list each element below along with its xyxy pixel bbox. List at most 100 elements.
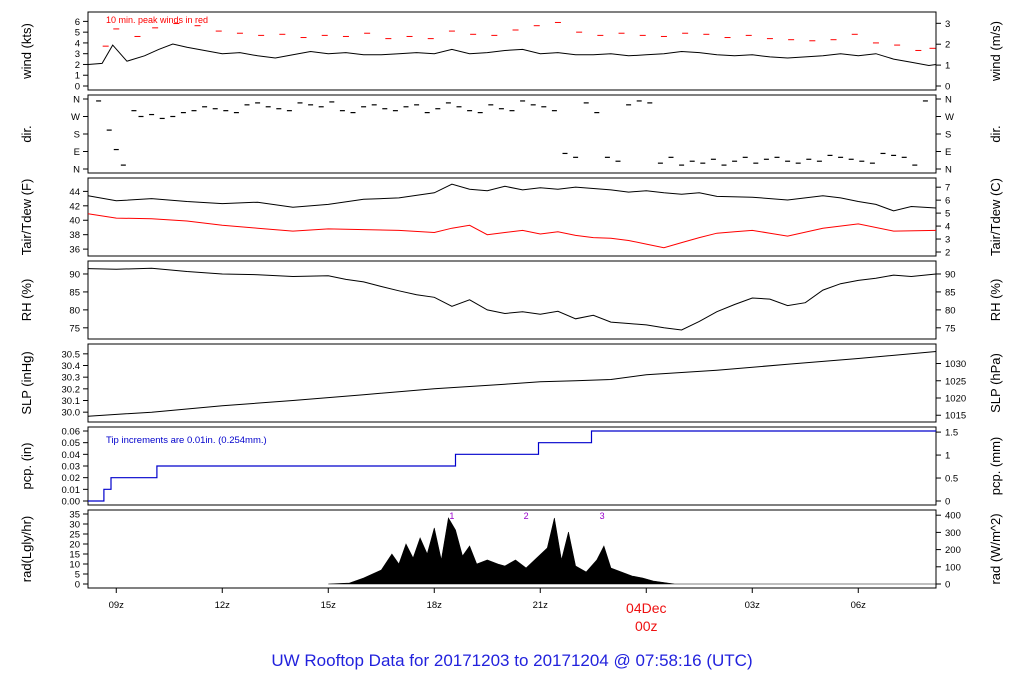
y-axis-label-right: pcp. (mm) xyxy=(988,437,1003,496)
y-tick-label: 75 xyxy=(69,323,80,334)
y-axis-label: rad(Lgly/hr) xyxy=(19,516,34,582)
y-tick-label: 1 xyxy=(75,71,80,82)
series-line-2 xyxy=(87,213,937,249)
y-tick-label-right: 5 xyxy=(945,209,950,220)
y-tick-label: 90 xyxy=(69,269,80,280)
y-tick-label: 10 xyxy=(69,560,80,571)
panel-frame xyxy=(87,260,937,340)
y-tick-label-right: 3 xyxy=(945,19,950,30)
y-tick-label-right: E xyxy=(945,147,951,158)
y-tick-label: 38 xyxy=(69,230,80,241)
panel-frame xyxy=(87,343,937,423)
y-tick-label: 44 xyxy=(69,187,80,198)
y-tick-label: 5 xyxy=(75,28,80,39)
y-axis-label: RH (%) xyxy=(19,279,34,322)
y-tick-label-right: 0 xyxy=(945,82,950,93)
y-tick-label: 25 xyxy=(69,530,80,541)
y-axis-label-right: RH (%) xyxy=(988,279,1003,322)
y-tick-label-right: 0 xyxy=(945,497,950,508)
y-tick-label-right: 2 xyxy=(945,40,950,51)
tip-marker: 3 xyxy=(600,511,605,521)
y-tick-label: N xyxy=(73,165,80,176)
y-tick-label: 20 xyxy=(69,540,80,551)
x-tick-label: 15z xyxy=(321,600,337,611)
y-axis-label: wind (kts) xyxy=(19,23,34,80)
y-tick-label-right: N xyxy=(945,165,952,176)
y-tick-label-right: 2 xyxy=(945,248,950,259)
series-line-1 xyxy=(87,43,937,67)
y-tick-label: 30.3 xyxy=(62,373,81,384)
panel-frame xyxy=(87,11,937,91)
y-tick-label-right: 80 xyxy=(945,305,956,316)
y-axis-label-right: dir. xyxy=(988,125,1003,142)
y-tick-label-right: 400 xyxy=(945,511,961,522)
page-title: UW Rooftop Data for 20171203 to 20171204… xyxy=(271,651,752,670)
y-tick-label-right: 75 xyxy=(945,323,956,334)
y-tick-label-right: 1030 xyxy=(945,359,966,370)
y-tick-label-right: 200 xyxy=(945,545,961,556)
y-tick-label-right: 1020 xyxy=(945,394,966,405)
y-tick-label-right: 85 xyxy=(945,287,956,298)
series-line-1 xyxy=(87,183,937,212)
panel-3: 36 38 40 42 44 2 3 4 5 6 7 Tair/Tdew (F) Tair/Tdew (… xyxy=(19,177,1003,259)
x-axis-date-label: 04Dec xyxy=(626,600,666,616)
y-tick-label: 35 xyxy=(69,510,80,521)
y-tick-label: 0.03 xyxy=(62,462,81,473)
y-tick-label-right: 0.5 xyxy=(945,474,958,485)
y-tick-label: 85 xyxy=(69,287,80,298)
y-tick-label: 4 xyxy=(75,38,80,49)
y-tick-label-right: 1.5 xyxy=(945,428,958,439)
y-tick-label: 30.0 xyxy=(62,408,81,419)
panel-frame xyxy=(87,509,937,589)
panel-frame xyxy=(87,177,937,257)
y-tick-label: 40 xyxy=(69,216,80,227)
radiation-area xyxy=(328,517,936,585)
y-axis-label: SLP (inHg) xyxy=(19,351,34,414)
y-tick-label: 0.02 xyxy=(62,473,81,484)
panel-frame xyxy=(87,94,937,174)
y-tick-label-right: 0 xyxy=(945,580,950,591)
y-axis-label-right: Tair/Tdew (C) xyxy=(988,178,1003,256)
y-tick-label: W xyxy=(71,112,80,123)
y-axis-label-right: SLP (hPa) xyxy=(988,353,1003,413)
series-line-1 xyxy=(87,267,937,331)
x-tick-label: 18z xyxy=(427,600,443,611)
y-tick-label: 3 xyxy=(75,49,80,60)
x-tick-label: 21z xyxy=(533,600,549,611)
y-tick-label: 5 xyxy=(75,570,80,581)
x-tick-label: 09z xyxy=(109,600,125,611)
y-tick-label: 30.5 xyxy=(62,349,81,360)
panel-6: 0.000.010.020.030.040.050.06 0 0.5 1 1.5 pcp.… xyxy=(19,426,1003,508)
y-tick-label: 0.00 xyxy=(62,497,81,508)
panel-annotation: Tip increments are 0.01in. (0.254mm.) xyxy=(106,435,267,446)
y-tick-label: 0.01 xyxy=(62,485,81,496)
y-tick-label-right: 1 xyxy=(945,451,950,462)
y-tick-label-right: 90 xyxy=(945,269,956,280)
y-tick-label-right: 100 xyxy=(945,562,961,573)
y-tick-label-right: 300 xyxy=(945,528,961,539)
x-axis-date-sublabel: 00z xyxy=(635,618,658,634)
y-tick-label: E xyxy=(74,147,80,158)
y-tick-label: S xyxy=(74,130,80,141)
y-axis-label: pcp. (in) xyxy=(19,443,34,490)
x-tick-label: 06z xyxy=(851,600,867,611)
panel-annotation: 10 min. peak winds in red xyxy=(106,15,208,25)
y-tick-label: 0.04 xyxy=(62,450,81,461)
y-tick-label-right: S xyxy=(945,130,951,141)
precip-step-line xyxy=(88,430,936,502)
y-axis-label-right: wind (m/s) xyxy=(988,21,1003,82)
y-tick-label-right: 6 xyxy=(945,196,950,207)
tip-marker: 1 xyxy=(449,511,454,521)
tip-marker: 2 xyxy=(524,511,529,521)
y-tick-label: 15 xyxy=(69,550,80,561)
y-tick-label-right: 1015 xyxy=(945,411,966,422)
y-tick-label: 2 xyxy=(75,60,80,71)
y-tick-label-right: 1025 xyxy=(945,376,966,387)
series-line-1 xyxy=(87,351,937,417)
panel-4: 75 80 85 90 75 80 85 90 RH (%) RH (%) xyxy=(19,260,1003,340)
y-tick-label-right: 3 xyxy=(945,235,950,246)
